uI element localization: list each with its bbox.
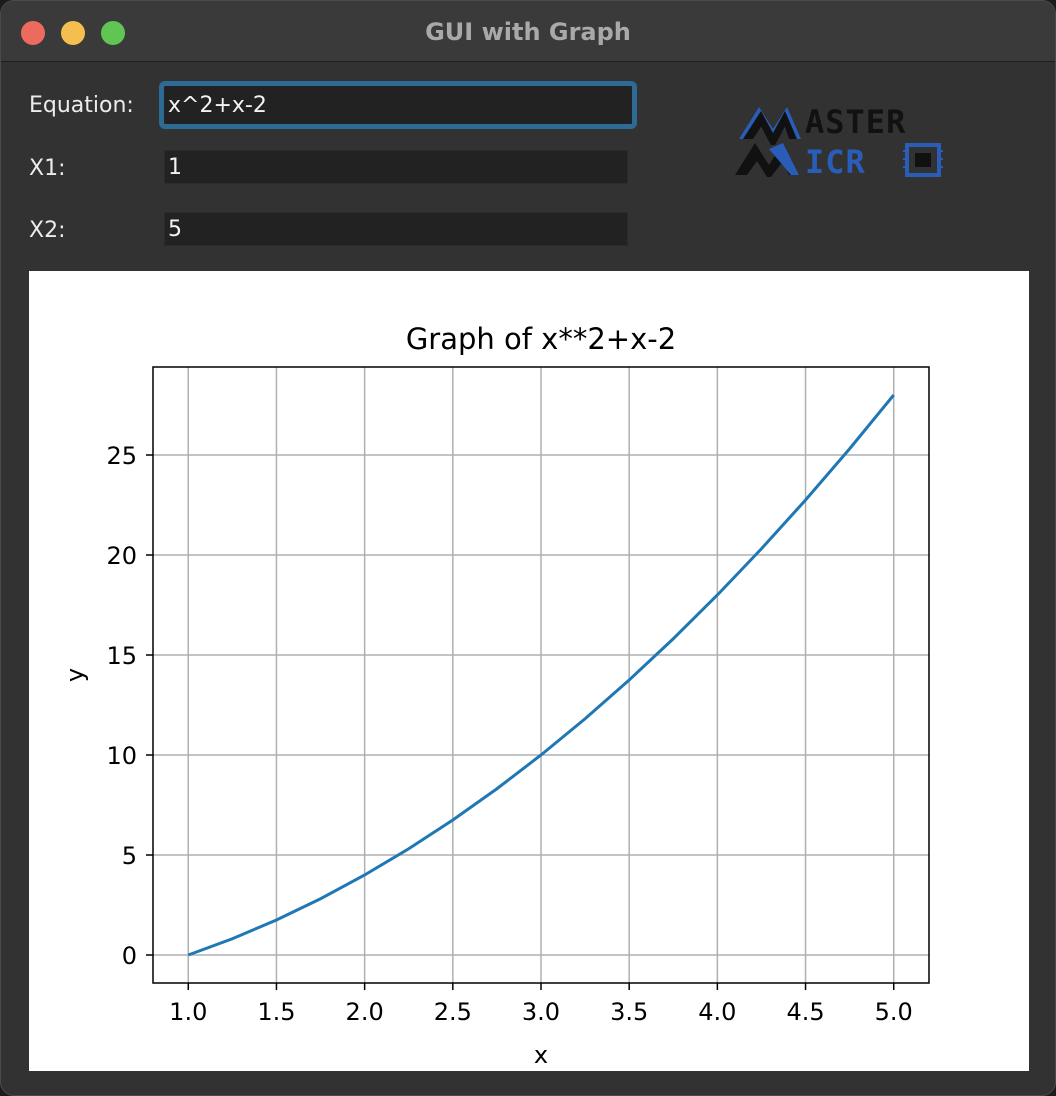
y-tick-label: 0	[122, 942, 137, 970]
x2-input[interactable]	[164, 212, 628, 246]
x-tick-label: 2.5	[434, 998, 472, 1026]
close-window-button[interactable]	[21, 21, 45, 45]
x-tick-label: 3.0	[522, 998, 560, 1026]
x-tick-label: 4.5	[786, 998, 824, 1026]
x-axis-label: x	[534, 1041, 548, 1069]
tick-layer: 1.0 1.5 2.0 2.5 3.0 3.5 4.0 4.5 5.0 0 5 10 15 20 25	[106, 442, 912, 1026]
logo-text-bottom: ICR	[805, 143, 866, 179]
x-tick-label: 1.0	[169, 998, 207, 1026]
equation-label: Equation:	[29, 93, 134, 118]
y-tick-label: 10	[106, 742, 137, 770]
x1-input[interactable]	[164, 150, 628, 184]
series-layer	[187, 394, 895, 957]
chart-title: Graph of x**2+x-2	[406, 322, 676, 356]
x-tick-label: 3.5	[610, 998, 648, 1026]
y-tick-label: 5	[122, 842, 137, 870]
y-tick-label: 20	[106, 542, 137, 570]
x-tick-label: 1.5	[257, 998, 295, 1026]
title-bar[interactable]: GUI with Graph	[1, 1, 1055, 62]
equation-input[interactable]	[159, 81, 637, 129]
x2-label: X2:	[29, 218, 66, 243]
y-tick-label: 25	[106, 442, 137, 470]
plot-canvas: 1.0 1.5 2.0 2.5 3.0 3.5 4.0 4.5 5.0 0 5 10 15 20 25 Gr…	[61, 322, 930, 1069]
zoom-window-button[interactable]	[101, 21, 125, 45]
series-line	[187, 394, 895, 957]
x1-label: X1:	[29, 156, 66, 181]
grid-lines	[153, 367, 929, 983]
x-tick-label: 2.0	[346, 998, 384, 1026]
x-tick-label: 4.0	[698, 998, 736, 1026]
master-micro-logo: ASTER ICR	[735, 103, 943, 179]
chip-icon	[903, 143, 943, 177]
minimize-window-button[interactable]	[61, 21, 85, 45]
plot-panel: 1.0 1.5 2.0 2.5 3.0 3.5 4.0 4.5 5.0 0 5 10 15 20 25 Gr…	[29, 271, 1029, 1071]
logo-text-top: ASTER	[805, 103, 906, 141]
x-tick-label: 5.0	[875, 998, 913, 1026]
y-axis-label: y	[61, 668, 89, 682]
window-title: GUI with Graph	[425, 18, 631, 46]
y-tick-label: 15	[106, 642, 137, 670]
